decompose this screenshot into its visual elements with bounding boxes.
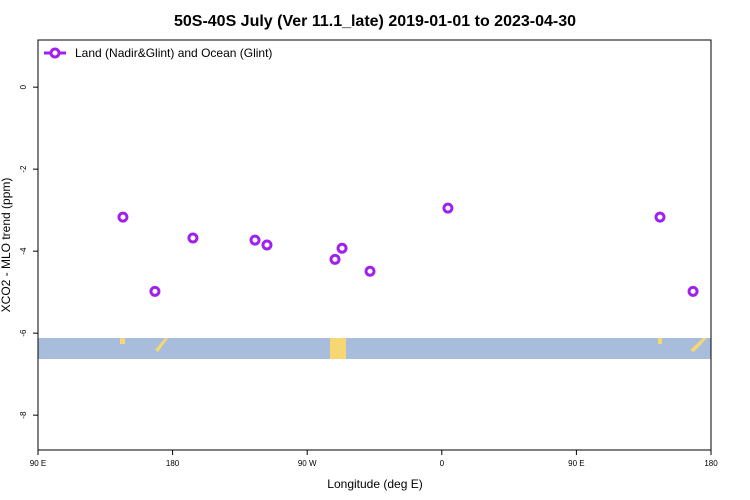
point <box>117 211 129 223</box>
x-tick-label: 90 W <box>298 459 317 468</box>
x-tick-label: 180 <box>704 459 718 468</box>
y-tick-label: -6 <box>19 329 28 337</box>
legend-label: Land (Nadir&Glint) and Ocean (Glint) <box>75 46 272 60</box>
point <box>442 202 454 214</box>
point <box>149 285 161 297</box>
y-tick-label: -2 <box>19 165 28 173</box>
y-tick-label: -8 <box>19 411 28 419</box>
point <box>687 285 699 297</box>
y-axis-label: XCO2 - MLO trend (ppm) <box>0 178 13 313</box>
point <box>329 253 341 265</box>
land-ocean-strip <box>38 338 711 359</box>
x-tick-label: 90 E <box>568 459 584 468</box>
x-tick-label: 90 E <box>30 459 46 468</box>
point <box>261 239 273 251</box>
x-tick-label: 180 <box>166 459 180 468</box>
legend-marker <box>49 47 61 59</box>
legend: Land (Nadir&Glint) and Ocean (Glint) <box>44 46 272 60</box>
x-tick-label: 0 <box>440 459 445 468</box>
y-tick-label: 0 <box>19 84 28 89</box>
chart-title: 50S-40S July (Ver 11.1_late) 2019-01-01 … <box>174 13 576 30</box>
x-axis-label: Longitude (deg E) <box>327 477 422 491</box>
plot-frame <box>37 39 712 451</box>
y-tick-label: -4 <box>19 247 28 255</box>
point <box>249 234 261 246</box>
point <box>654 211 666 223</box>
point <box>336 242 348 254</box>
point <box>364 265 376 277</box>
point <box>187 232 199 244</box>
